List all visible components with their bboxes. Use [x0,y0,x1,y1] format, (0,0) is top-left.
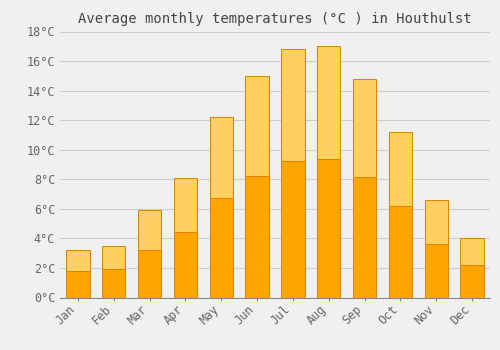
Bar [210,117,233,198]
Bar [66,272,90,298]
Bar [66,250,90,272]
Bar [246,176,268,298]
Bar [424,244,448,298]
Bar [174,178,197,232]
Bar [389,132,412,206]
Bar [460,265,483,298]
Bar [317,159,340,298]
Bar [138,250,161,298]
Bar [102,269,126,298]
Bar [424,200,448,244]
Title: Average monthly temperatures (°C ) in Houthulst: Average monthly temperatures (°C ) in Ho… [78,12,472,26]
Bar [353,177,376,298]
Bar [282,49,304,161]
Bar [282,161,304,298]
Bar [138,210,161,250]
Bar [317,46,340,159]
Bar [460,238,483,265]
Bar [389,206,412,298]
Bar [246,76,268,176]
Bar [210,198,233,298]
Bar [353,79,376,177]
Bar [102,246,126,269]
Bar [174,232,197,298]
